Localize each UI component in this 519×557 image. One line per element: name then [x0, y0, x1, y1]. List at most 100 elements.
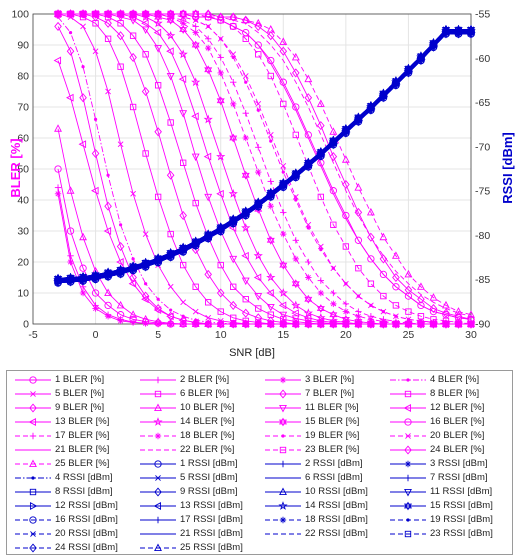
bler-point: [79, 289, 87, 297]
bler-point: [216, 151, 226, 161]
bler-point: [379, 254, 388, 264]
left-tick-label: 80: [17, 71, 29, 83]
legend-swatch: [140, 417, 176, 426]
legend-marker: [404, 418, 412, 426]
bler-point: [230, 51, 237, 58]
x-tick-label: 25: [403, 329, 415, 341]
rssi-point: [416, 51, 426, 60]
rssi-point: [379, 88, 388, 97]
legend-swatch: [265, 533, 301, 535]
bler-point: [229, 133, 238, 143]
bler-point: [192, 17, 199, 24]
legend-marker: [29, 543, 37, 553]
legend-swatch: [265, 404, 301, 413]
bler-point: [266, 320, 274, 328]
bler-point: [191, 9, 200, 19]
bler-point: [255, 168, 262, 176]
legend-swatch: [15, 403, 51, 413]
legend-swatch: [15, 488, 51, 496]
rssi-point: [78, 271, 88, 280]
legend-swatch: [390, 474, 426, 482]
legend-marker: [29, 432, 37, 440]
bler-point: [319, 248, 323, 252]
bler-point: [178, 49, 188, 59]
bler-point: [203, 152, 212, 161]
legend-item: 19 RSSI [dBm]: [386, 513, 506, 527]
bler-point: [255, 51, 262, 58]
bler-point: [317, 277, 325, 284]
bler-point: [79, 9, 88, 18]
legend-item: 21 BLER [%]: [11, 443, 131, 457]
bler-point: [242, 73, 249, 79]
bler-point: [66, 93, 74, 102]
legend-label: 21 BLER [%]: [55, 444, 110, 455]
bler-point: [467, 310, 475, 318]
legend-item: 18 RSSI [dBm]: [261, 513, 381, 527]
bler-point: [205, 23, 212, 30]
bler-point: [154, 82, 162, 89]
bler-point: [106, 173, 110, 177]
legend-marker: [29, 488, 37, 496]
legend-marker: [406, 378, 410, 382]
legend-label: 23 BLER [%]: [305, 444, 360, 455]
bler-point: [241, 15, 250, 25]
bler-point: [179, 9, 188, 18]
legend-marker: [404, 488, 412, 497]
legend-item: 10 BLER [%]: [136, 401, 256, 415]
bler-point: [216, 320, 224, 328]
bler-point: [280, 209, 287, 216]
bler-point: [54, 21, 62, 31]
bler-point: [142, 231, 149, 237]
legend-marker: [278, 501, 288, 510]
legend-item: 9 BLER [%]: [11, 401, 131, 415]
bler-point: [229, 319, 238, 328]
legend-label: 16 BLER [%]: [430, 416, 485, 427]
legend-swatch: [390, 445, 426, 455]
legend-marker: [279, 417, 287, 427]
legend-swatch: [15, 449, 51, 451]
bler-point: [166, 9, 175, 19]
legend-label: 12 RSSI [dBm]: [55, 500, 118, 511]
bler-point: [79, 264, 87, 272]
legend-swatch: [15, 459, 51, 468]
bler-point: [141, 19, 149, 28]
legend-item: 20 BLER [%]: [386, 429, 506, 443]
bler-point: [92, 305, 99, 312]
legend-swatch: [140, 543, 176, 552]
bler-point: [279, 46, 288, 56]
bler-point: [241, 319, 250, 328]
legend-swatch: [265, 516, 301, 524]
bler-point: [292, 255, 299, 263]
legend-label: 22 RSSI [dBm]: [305, 528, 368, 539]
x-tick-label: -5: [28, 329, 37, 341]
bler-point: [266, 31, 275, 41]
bler-point: [141, 295, 149, 304]
legend-swatch: [265, 389, 301, 399]
bler-point: [116, 9, 125, 18]
legend-marker: [153, 502, 162, 510]
bler-point: [267, 72, 274, 80]
bler-point: [304, 74, 313, 83]
legend-swatch: [390, 460, 426, 468]
bler-point: [91, 186, 99, 195]
bler-point: [242, 296, 249, 303]
bler-point: [117, 317, 124, 325]
bler-point: [154, 9, 163, 18]
bler-point: [204, 193, 213, 202]
bler-point: [269, 139, 273, 143]
bler-point: [417, 301, 425, 310]
bler-point: [256, 108, 260, 112]
bler-point: [292, 68, 300, 78]
bler-point: [129, 32, 137, 39]
bler-point: [305, 221, 312, 228]
bler-point: [230, 79, 237, 86]
bler-point: [204, 9, 212, 19]
bler-point: [380, 308, 387, 315]
bler-point: [166, 47, 174, 56]
legend-item: 2 BLER [%]: [136, 373, 256, 387]
bler-point: [104, 9, 113, 18]
bler-point: [166, 312, 174, 321]
bler-point: [317, 243, 324, 250]
legend-item: 6 RSSI [dBm]: [261, 471, 381, 485]
legend-swatch: [15, 418, 51, 426]
